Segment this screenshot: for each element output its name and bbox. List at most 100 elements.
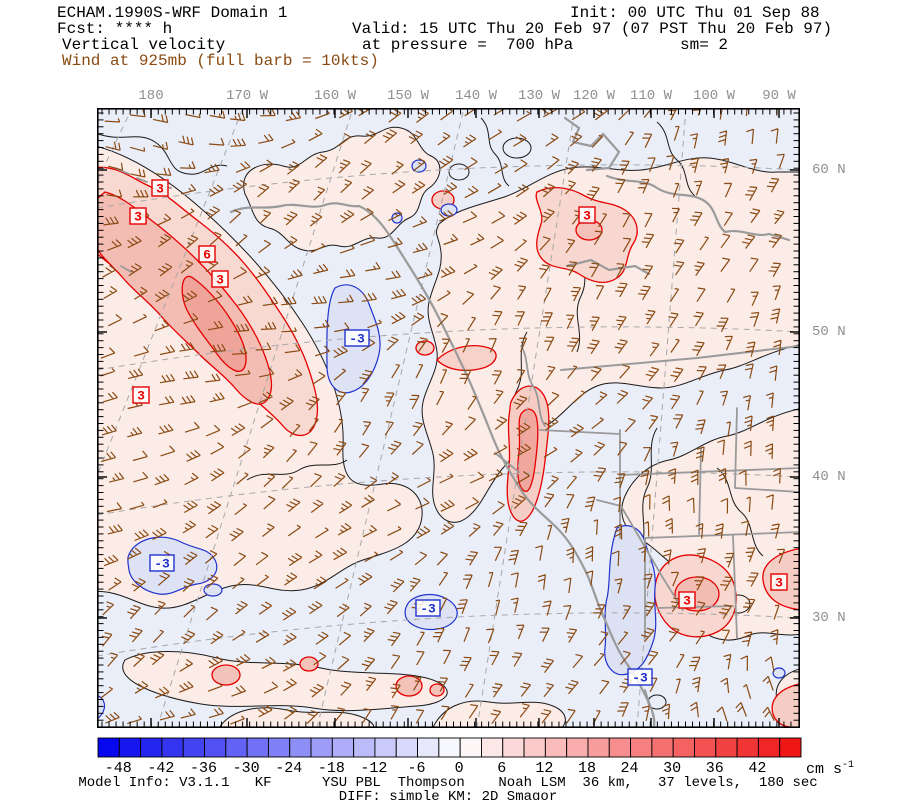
contour-label: 6 [198,245,216,263]
colorbar-segment [566,737,589,758]
colorbar-segment [672,737,695,758]
colorbar-tick-label: 42 [748,760,767,777]
colorbar-unit-base: cm s [806,761,843,778]
colorbar-segment [140,737,163,758]
coastline-borders [114,116,800,728]
colorbar-segment [225,737,248,758]
axis-tick-layer [98,109,799,727]
contour-label: -3 [344,329,370,347]
colorbar-segment [267,737,291,758]
colorbar-segment [736,737,759,758]
colorbar-segment [97,737,120,758]
colorbar-segment [417,737,440,758]
state-borders-2 [656,407,800,639]
lon-label: 140 W [454,88,498,104]
colorbar-segment [289,737,312,758]
colorbar-unit-exponent: -1 [842,760,855,771]
lon-label: 100 W [692,88,736,104]
contour-label-value: -3 [632,671,648,686]
colorbar-tick-label: 12 [535,760,554,777]
colorbar-segment [438,737,461,758]
header-valid-time: Valid: 15 UTC Thu 20 Feb 97 (07 PST Thu … [352,20,833,38]
colorbar-segment [459,737,482,758]
colorbar-tick-label: 6 [497,760,507,777]
lat-label: 60 N [812,162,846,178]
map-frame [97,108,800,728]
colorbar-tick-label: -24 [275,760,303,777]
contour-label-box [415,599,441,617]
colorbar-tick-label: 18 [577,760,596,777]
contour-label: 3 [578,206,596,224]
colorbar-segment [395,737,418,758]
contour-label-value: -3 [420,602,436,617]
footer-diff-scheme: DIFF: simple KM: 2D Smagor [338,789,558,800]
lon-label: 160 W [313,88,357,104]
wind-barb-layer [100,108,786,725]
colorbar-segment [630,737,653,758]
colorbar-tick-label: -18 [317,760,345,777]
contour-label-box [211,270,229,288]
colorbar-tick-label: -12 [360,760,388,777]
contour-label-box [129,207,147,225]
lon-label: 150 W [386,88,430,104]
contour-label: -3 [149,554,175,572]
aleutian-islands [114,167,172,273]
colorbar-tick-label: -36 [189,760,218,777]
colorbar-segment [715,737,738,758]
contour-label-box [151,179,169,197]
colorbar-segment [523,737,546,758]
contour-label: -3 [627,668,653,686]
contour-label-value: 3 [134,210,142,225]
us-canada-border [560,345,800,371]
header-forecast-hour: Fcst: **** h [57,20,173,38]
contour-label-box [198,245,216,263]
lon-label: 110 W [629,88,673,104]
positive-contour-bands [97,166,800,728]
header-smoothing: sm= 2 [680,36,729,54]
colorbar-segment [587,737,610,758]
contour-label-box [344,329,370,347]
contour-label-box [627,668,653,686]
colorbar [97,737,802,758]
california-nevada-border [596,499,684,611]
contour-label-value: 6 [203,248,211,263]
colorbar-tick-label: -6 [407,760,426,777]
lon-label: 180 [138,88,164,104]
colorbar-segment [757,737,781,758]
colorbar-segment [161,737,184,758]
contour-label: 3 [129,207,147,225]
contour-label: 3 [151,179,169,197]
lon-label: 120 W [572,88,616,104]
colorbar-unit: cm s-1 [806,760,854,778]
colorbar-segment [246,737,269,758]
colorbar-tick-label: -30 [232,760,260,777]
colorbar-tick-label: 0 [454,760,464,777]
contour-label-value: -3 [154,557,170,572]
arctic-islands [563,116,621,172]
colorbar-tick-label: 36 [705,760,724,777]
colorbar-tick-label: -42 [147,760,175,777]
contour-label-box [132,386,150,404]
contour-label-box [678,591,696,609]
colorbar-segment [331,737,355,758]
contour-label-value: -3 [349,332,365,347]
contour-label: 3 [770,573,788,591]
lon-label: 130 W [517,88,561,104]
colorbar-segment [118,737,142,758]
header-field-name: Vertical velocity [62,36,226,54]
contour-label-box [578,206,596,224]
contour-label-value: 3 [216,273,224,288]
contour-label: 3 [132,386,150,404]
colorbar-segment [204,737,227,758]
lat-label: 50 N [812,324,846,340]
colorbar-segment [651,737,674,758]
colorbar-tick-label: -48 [104,760,132,777]
colorbar-tick-label: 30 [663,760,682,777]
contour-label-value: 3 [683,594,691,609]
colorbar-segment [182,737,205,758]
vancouver-island [494,452,520,473]
colorbar-segment [310,737,333,758]
header-wind-legend: Wind at 925mb (full barb = 10kts) [62,52,379,70]
lat-label: 30 N [812,610,846,626]
